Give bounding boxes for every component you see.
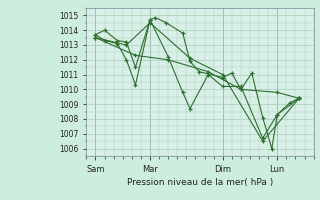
X-axis label: Pression niveau de la mer( hPa ): Pression niveau de la mer( hPa )	[127, 178, 273, 187]
